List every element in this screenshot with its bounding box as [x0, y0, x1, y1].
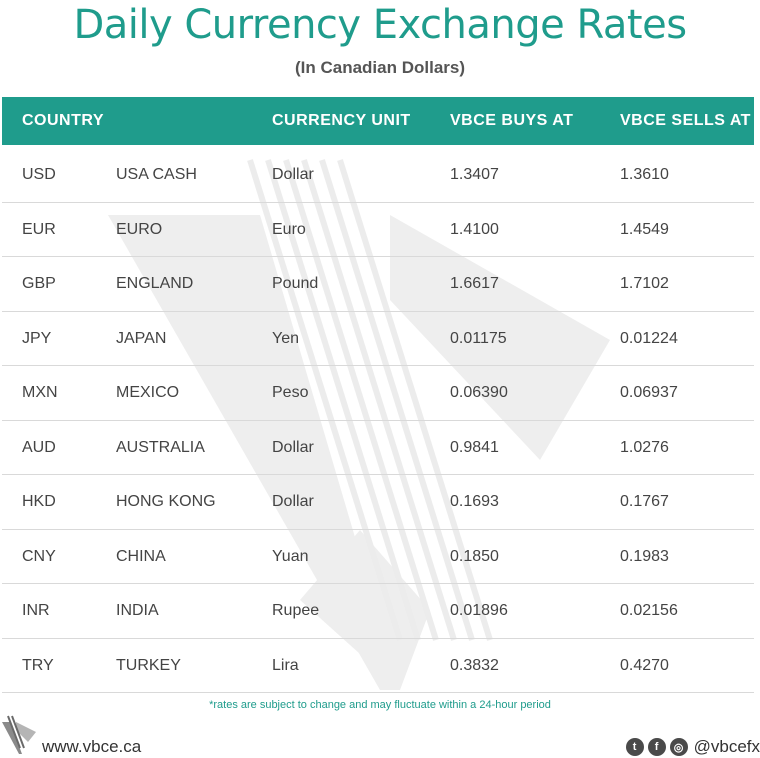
buy-rate: 1.6617 [450, 275, 499, 292]
currency-code: AUD [22, 438, 56, 456]
currency-code: USD [22, 166, 56, 183]
currency-code: HKD [22, 493, 56, 510]
social-links: t f ◎ @vbcefx [625, 736, 760, 758]
table-row: JPY JAPAN Yen 0.01175 0.01224 [2, 312, 754, 366]
country-name: JAPAN [116, 329, 167, 347]
table-row: HKD HONG KONG Dollar 0.1693 0.1767 [2, 475, 754, 530]
table-row: MXN MEXICO Peso 0.06390 0.06937 [2, 366, 754, 421]
currency-unit: Pound [272, 275, 319, 292]
currency-code: INR [22, 602, 50, 619]
currency-unit: Dollar [272, 166, 314, 183]
sell-rate: 0.02156 [620, 602, 678, 619]
currency-unit: Lira [272, 656, 299, 674]
buy-rate: 0.3832 [450, 656, 499, 674]
country-name: EURO [116, 220, 163, 238]
country-name: INDIA [116, 602, 159, 619]
buy-rate: 1.3407 [450, 166, 499, 183]
country-name: TURKEY [116, 656, 181, 674]
buy-rate: 0.01896 [450, 602, 508, 619]
page-subtitle: (In Canadian Dollars) [294, 58, 466, 77]
sell-rate: 0.4270 [620, 656, 669, 674]
currency-code: TRY [22, 656, 54, 674]
instagram-icon[interactable]: ◎ [669, 738, 688, 756]
social-handle[interactable]: @vbcefx [693, 737, 760, 756]
sell-rate: 1.3610 [620, 166, 669, 183]
facebook-icon[interactable]: f [647, 738, 666, 756]
country-name: USA CASH [116, 166, 197, 183]
vbce-logo-icon [2, 715, 36, 754]
country-name: CHINA [116, 547, 166, 565]
buy-rate: 0.01175 [450, 329, 507, 347]
currency-unit: Yen [272, 329, 299, 347]
table-row: USD USA CASH Dollar 1.3407 1.3610 [2, 148, 754, 203]
table-row: AUD AUSTRALIA Dollar 0.9841 1.0276 [2, 421, 754, 475]
buy-rate: 0.9841 [450, 438, 499, 456]
currency-unit: Rupee [272, 602, 320, 619]
sell-rate: 0.01224 [620, 329, 678, 347]
rates-disclaimer: *rates are subject to change and may flu… [209, 699, 551, 711]
header-currency-unit: CURRENCY UNIT [272, 112, 411, 129]
country-name: ENGLAND [116, 275, 194, 292]
table-row: CNY CHINA Yuan 0.1850 0.1983 [2, 530, 754, 584]
buy-rate: 0.06390 [450, 384, 508, 401]
table-row: GBP ENGLAND Pound 1.6617 1.7102 [2, 257, 754, 312]
currency-code: CNY [22, 547, 56, 565]
currency-code: MXN [22, 384, 58, 401]
sell-rate: 1.0276 [620, 438, 669, 456]
currency-unit: Yuan [272, 547, 309, 565]
buy-rate: 0.1693 [450, 493, 499, 510]
header-buys-at: VBCE BUYS AT [450, 112, 574, 129]
buy-rate: 0.1850 [450, 547, 499, 565]
currency-unit: Dollar [272, 493, 314, 510]
table-row: TRY TURKEY Lira 0.3832 0.4270 [2, 639, 754, 693]
sell-rate: 0.1767 [620, 493, 669, 510]
currency-unit: Dollar [272, 438, 314, 456]
website-link[interactable]: www.vbce.ca [42, 737, 142, 756]
sell-rate: 1.7102 [620, 275, 669, 292]
currency-code: GBP [22, 275, 56, 292]
header-sells-at: VBCE SELLS AT [620, 112, 751, 129]
currency-unit: Euro [272, 220, 306, 238]
country-name: AUSTRALIA [116, 438, 205, 456]
table-header: COUNTRY CURRENCY UNIT VBCE BUYS AT VBCE … [2, 97, 754, 145]
country-name: HONG KONG [116, 493, 216, 510]
sell-rate: 0.06937 [620, 384, 678, 401]
currency-unit: Peso [272, 384, 309, 401]
twitter-icon[interactable]: t [625, 738, 644, 756]
header-country: COUNTRY [22, 112, 105, 129]
sell-rate: 0.1983 [620, 547, 669, 565]
currency-code: JPY [22, 329, 52, 347]
buy-rate: 1.4100 [450, 220, 499, 238]
page-title: Daily Currency Exchange Rates [73, 2, 687, 48]
country-name: MEXICO [116, 384, 180, 401]
table-row: EUR EURO Euro 1.4100 1.4549 [2, 203, 754, 257]
rates-table-body: USD USA CASH Dollar 1.3407 1.3610 EUR EU… [2, 148, 754, 693]
currency-code: EUR [22, 220, 56, 238]
table-row: INR INDIA Rupee 0.01896 0.02156 [2, 584, 754, 639]
sell-rate: 1.4549 [620, 220, 669, 238]
